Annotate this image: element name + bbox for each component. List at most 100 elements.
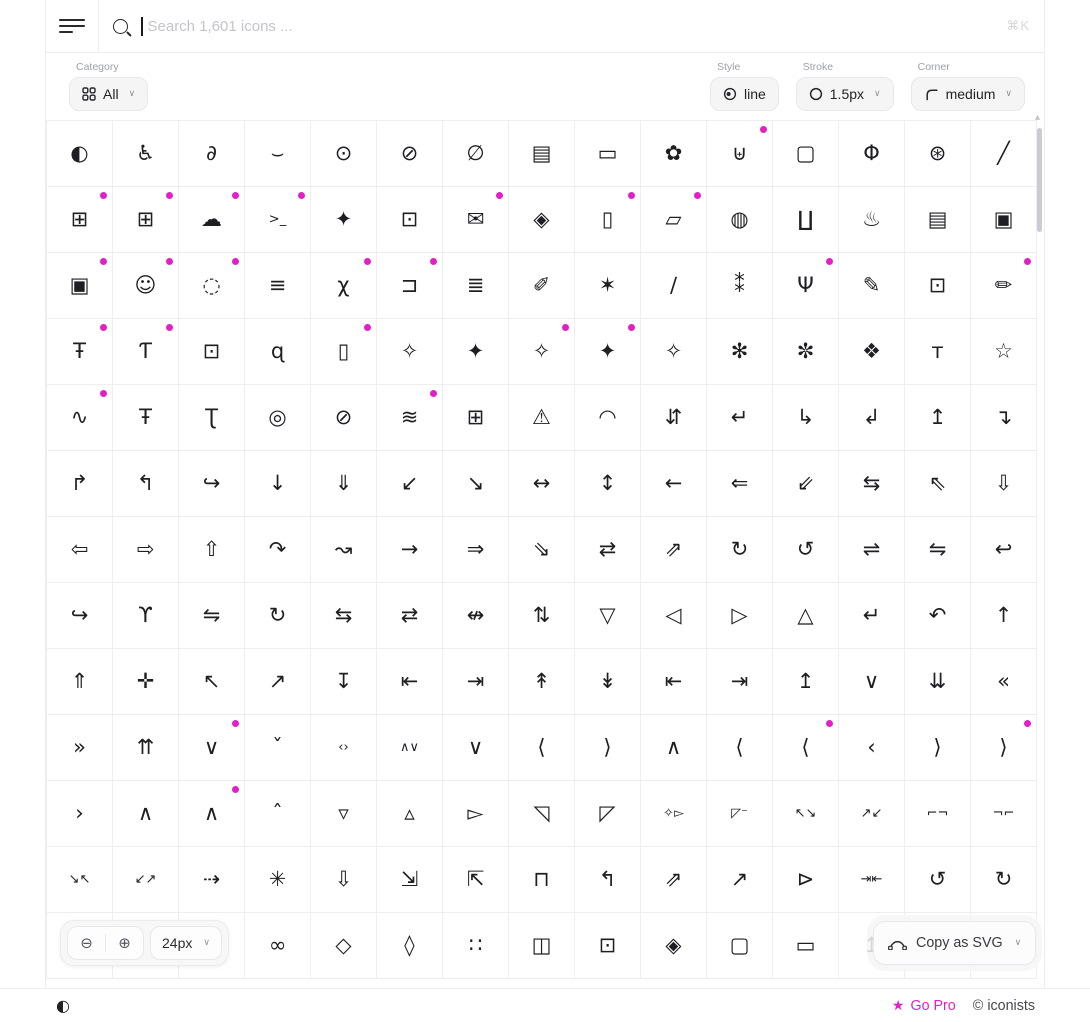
icon-broom-sparkle[interactable]: ╱	[971, 121, 1037, 187]
icon-chevron-right-small[interactable]: ›	[47, 781, 113, 847]
icon-arrow-left[interactable]: ←	[641, 451, 707, 517]
icon-magic-wand[interactable]: ∕	[641, 253, 707, 319]
icon-arrow-corner-down[interactable]: ↲	[839, 385, 905, 451]
icon-arrows-up-down[interactable]: ⇵	[641, 385, 707, 451]
menu-icon[interactable]	[59, 19, 85, 33]
icon-caret-down[interactable]: ▿	[311, 781, 377, 847]
corner-dropdown[interactable]: medium ∨	[910, 77, 1025, 111]
icon-arrow-up[interactable]: ↑	[971, 583, 1037, 649]
theme-toggle-icon[interactable]: ◐	[56, 995, 70, 1015]
icon-eye-off-alt[interactable]: ∅	[443, 121, 509, 187]
icon-eye-shield[interactable]: ◈	[509, 187, 575, 253]
icon-cursor-arrow[interactable]: ◹	[509, 781, 575, 847]
icon-chevrons-up[interactable]: ⇈	[113, 715, 179, 781]
icon-arrow-bar-up[interactable]: ↥	[773, 649, 839, 715]
icon-sparkles-trio[interactable]: ✻	[707, 319, 773, 385]
icon-file-sparkle[interactable]: ▯	[575, 187, 641, 253]
icon-chevrons-down[interactable]: ⇊	[905, 649, 971, 715]
icon-arrow-left-circle[interactable]: ⇐	[707, 451, 773, 517]
icon-rotate-cycle[interactable]: ↻	[245, 583, 311, 649]
icon-arrow-down-right[interactable]: ↘	[443, 451, 509, 517]
icon-arrow-to-bottom[interactable]: ↧	[311, 649, 377, 715]
icon-eye[interactable]: ⊙	[311, 121, 377, 187]
icon-chevron-right[interactable]: ⟩	[905, 715, 971, 781]
icon-pen-sparkle[interactable]: ✐	[509, 253, 575, 319]
icon-repeat-return[interactable]: ⇋	[179, 583, 245, 649]
icon-cube-outline[interactable]: ◊	[377, 913, 443, 979]
icon-arrow-down-left[interactable]: ↙	[377, 451, 443, 517]
icon-chevron-down-small[interactable]: ˇ	[245, 715, 311, 781]
icon-arrow-to-line-left[interactable]: ⇤	[377, 649, 443, 715]
icon-terminal-add[interactable]: >_	[245, 187, 311, 253]
icon-eye-off[interactable]: ⊘	[377, 121, 443, 187]
icon-caret-up[interactable]: ▵	[377, 781, 443, 847]
icon-flower[interactable]: ✿	[641, 121, 707, 187]
icon-sync[interactable]: ⇌	[839, 517, 905, 583]
icon-chevron-down-wide[interactable]: ∨	[443, 715, 509, 781]
icon-sync-alt[interactable]: ⇋	[905, 517, 971, 583]
icon-file-add[interactable]: ▯	[311, 319, 377, 385]
icon-pencil-sparkle[interactable]: ✏	[971, 253, 1037, 319]
icon-warning-sparkle[interactable]: ⚠	[509, 385, 575, 451]
icon-arrow-up-left[interactable]: ↖	[179, 649, 245, 715]
icon-window-snap[interactable]: ⊓	[509, 847, 575, 913]
icon-chevrons-right[interactable]: »	[47, 715, 113, 781]
icon-folder-export[interactable]: ⊐	[377, 253, 443, 319]
icon-arrow-bar-right[interactable]: ⇥	[707, 649, 773, 715]
icon-arrow-turn-right[interactable]: ↪	[179, 451, 245, 517]
icon-arrow-corner-up[interactable]: ↥	[905, 385, 971, 451]
copy-as-svg-button[interactable]: Copy as SVG ∨	[873, 921, 1037, 965]
icon-undo[interactable]: ↺	[905, 847, 971, 913]
icon-sparkle[interactable]: ✧	[377, 319, 443, 385]
icon-arrow-left-outline[interactable]: ⇦	[47, 517, 113, 583]
icon-sparkler[interactable]: ⁑	[707, 253, 773, 319]
icon-chevron-up-small[interactable]: ˆ	[245, 781, 311, 847]
icon-mic-sparkle[interactable]: Ψ	[773, 253, 839, 319]
icon-rotate-cw[interactable]: ↻	[707, 517, 773, 583]
icon-text-video[interactable]: Ƭ	[113, 319, 179, 385]
icon-expand-diagonal-alt[interactable]: ↗↙	[839, 781, 905, 847]
icon-triangle-up[interactable]: △	[773, 583, 839, 649]
icon-folder-sparkle[interactable]: ▱	[641, 187, 707, 253]
icon-translate-sparkle[interactable]: χ	[311, 253, 377, 319]
icon-arrow-up-right[interactable]: ↗	[245, 649, 311, 715]
zoom-in-button[interactable]: ⊕	[106, 927, 143, 959]
icon-share-forward[interactable]: ↪	[47, 583, 113, 649]
icon-arrow-down[interactable]: ↓	[245, 451, 311, 517]
icon-image-sparkle[interactable]: ▣	[971, 187, 1037, 253]
icon-robot[interactable]: ⊡	[377, 187, 443, 253]
icon-photo-card[interactable]: ▤	[509, 121, 575, 187]
icon-cube-dots[interactable]: ◈	[641, 913, 707, 979]
icon-undo-turn[interactable]: ↶	[905, 583, 971, 649]
icon-eye-rings[interactable]: ◎	[245, 385, 311, 451]
icon-scan-cube[interactable]: ⊡	[575, 913, 641, 979]
icon-focus-sparkle[interactable]: ◌	[179, 253, 245, 319]
icon-chevron-up[interactable]: ∧	[641, 715, 707, 781]
icon-loop-arrows[interactable]: ⇆	[311, 583, 377, 649]
icon-accessibility[interactable]: ♿	[113, 121, 179, 187]
icon-collapse-diagonal-alt[interactable]: ↙↗	[113, 847, 179, 913]
icon-sparkles-burst[interactable]: ✼	[773, 319, 839, 385]
icon-repeat[interactable]: ⇄	[377, 583, 443, 649]
icon-size-dropdown[interactable]: 24px ∨	[150, 926, 222, 960]
go-pro-link[interactable]: ★ Go Pro	[892, 998, 956, 1014]
search-bar[interactable]	[113, 16, 1007, 36]
icon-arrow-down-left-circle[interactable]: ⇙	[773, 451, 839, 517]
icon-arrow-from-line-up[interactable]: ↟	[509, 649, 575, 715]
icon-head-sparkle[interactable]: ☺	[113, 253, 179, 319]
category-dropdown[interactable]: All ∨	[69, 77, 149, 111]
icon-cursor-click[interactable]: ✧▻	[641, 781, 707, 847]
icon-cursor-pointer[interactable]: ▻	[443, 781, 509, 847]
icon-move-3d[interactable]: ∷	[443, 913, 509, 979]
icon-arrow-bar-left[interactable]: ⇤	[641, 649, 707, 715]
icon-external-link-alt[interactable]: ↗	[707, 847, 773, 913]
icon-sparkle-box[interactable]: ⊡	[905, 253, 971, 319]
icon-cloud-add[interactable]: ☁	[179, 187, 245, 253]
icon-chevron-down[interactable]: ∨	[839, 649, 905, 715]
icon-arrow-right-outline[interactable]: ⇨	[113, 517, 179, 583]
icon-arrow-left-right[interactable]: ↔	[509, 451, 575, 517]
icon-download-tray[interactable]: ⇩	[311, 847, 377, 913]
icon-expand-corners-alt[interactable]: ¬⌐	[971, 781, 1037, 847]
icon-arrow-dashed-circle[interactable]: ⇢	[179, 847, 245, 913]
icon-angle-left[interactable]: ⟨	[509, 715, 575, 781]
